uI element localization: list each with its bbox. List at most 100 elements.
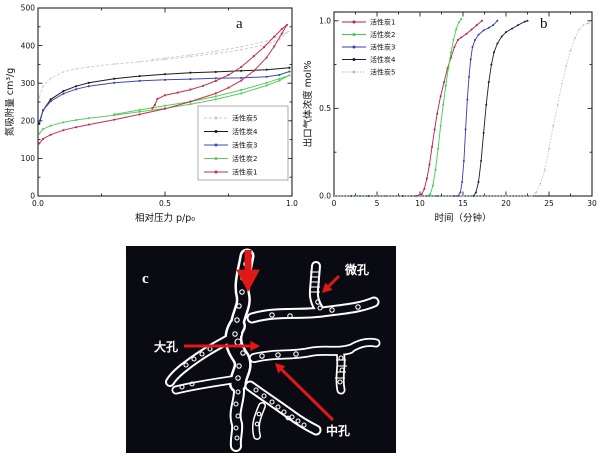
series-marker [240,48,242,51]
series-marker [460,36,463,39]
series-marker [556,103,559,106]
series-marker [582,24,585,27]
series-marker [163,107,167,110]
series-marker [487,81,490,84]
legend-label: 活性炭5 [232,114,257,123]
y-axis-title: 出口气体浓度 mol% [302,61,314,148]
series-marker [151,107,154,110]
series-marker [442,103,445,106]
legend-marker [352,33,356,36]
series-marker [511,27,514,30]
series-marker [482,29,485,32]
series-marker [470,28,473,31]
series-marker [113,118,116,121]
series-marker [278,79,281,82]
series-marker [517,24,520,27]
series-marker [49,77,52,80]
series-marker [189,55,192,58]
series-marker [214,79,217,83]
series-marker [138,110,141,113]
series-marker [496,19,499,22]
series-marker [449,51,452,54]
legend-label: 活性炭1 [232,168,257,177]
series-marker [214,95,217,98]
series-marker [113,77,116,80]
series-marker [425,177,428,180]
series-marker [262,46,266,49]
series-marker [487,26,490,29]
series-marker [456,39,459,42]
series-marker [265,40,268,42]
series-marker [543,168,546,171]
series-marker [428,163,431,166]
y-tick-label: 0.5 [319,104,331,113]
series-marker [252,55,255,58]
series-marker [49,100,52,103]
series-line [38,67,290,124]
series-marker [164,57,166,59]
series-marker [439,124,442,127]
series-marker [151,58,154,61]
series-marker [287,30,289,33]
series-marker [189,88,192,91]
x-tick-label: 0.0 [32,199,44,208]
y-tick-label: 300 [21,79,36,88]
mesopore-label: 中孔 [326,423,350,438]
series-marker [38,120,41,124]
series-marker [156,97,159,101]
series-marker [41,137,45,140]
panel-letter: b [540,16,548,32]
micropore-hatch-marks [310,271,347,379]
series-marker [578,28,580,31]
legend-marker [214,116,218,120]
series-marker [49,124,52,127]
series-marker [189,77,192,81]
series-marker [265,81,268,84]
series-marker [87,117,90,120]
x-tick-label: 5 [375,199,380,208]
series-marker [62,129,65,132]
series-marker [273,45,276,48]
legend-marker [214,157,218,160]
series-marker [492,51,495,54]
legend-marker [214,130,218,133]
series-marker [189,100,192,103]
series-marker [443,81,446,84]
series-marker [569,49,572,52]
series-marker [376,195,378,197]
series-marker [240,65,243,69]
series-marker [176,91,179,94]
series-marker [288,66,291,69]
mesopore-arrow [275,363,335,422]
x-axis-title: 相对压力 p/p₀ [135,212,195,224]
series-marker [278,73,281,77]
legend-label: 活性炭3 [232,141,257,150]
series-marker [265,75,268,78]
isotherm-chart: 0.0 0.5 1.0 0 100 200 300 400 500 相对压力 p/p₀ 氮吸附量 c… [4,4,298,224]
panel-c-letter: c [142,271,149,287]
legend-marker [352,20,356,24]
x-axis-title: 时间（分钟） [434,212,491,224]
series-marker [38,132,41,135]
x-tick-label: 30 [587,199,597,208]
series-marker [285,23,289,27]
series-marker [535,191,537,194]
series-marker [526,19,529,22]
series-marker [492,24,495,27]
series-marker [475,24,478,27]
legend-marker [214,170,218,174]
series-marker [113,63,115,65]
series-marker [465,32,468,35]
y-tick-label: 500 [21,4,36,13]
series-marker [273,35,276,38]
series-marker [447,67,450,70]
series-marker [265,68,268,71]
x-tick-label: 0 [332,199,337,208]
series-marker [333,195,335,197]
series-marker [240,92,243,95]
series-marker [530,195,533,197]
series-marker [49,98,52,101]
series-marker [460,18,463,21]
legend-marker [352,70,356,74]
y-tick-label: 1.0 [319,16,331,25]
